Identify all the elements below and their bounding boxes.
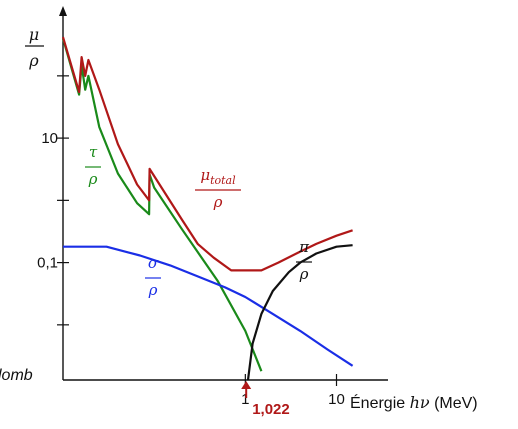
series-line-sigma — [63, 245, 354, 367]
series-label-tau: τρ — [85, 143, 101, 188]
side-label: lomb — [0, 367, 33, 384]
x-axis-title-var: hν — [410, 393, 430, 412]
y-tick-label: 10 — [41, 130, 58, 147]
y-axis-title-den: ρ — [28, 51, 39, 70]
x-tick-label: 10 — [328, 391, 345, 408]
series-label-den: ρ — [88, 170, 98, 188]
series-label-num: μtotal — [200, 166, 236, 187]
y-axis-title: μ ρ — [25, 25, 44, 70]
y-axis-arrow — [59, 6, 67, 16]
x-axis-title-prefix: Énergie — [350, 393, 410, 412]
series — [61, 36, 354, 381]
series-label-sub: total — [210, 174, 236, 187]
series-label-mu: μtotal ρ — [195, 166, 241, 211]
threshold-marker: 1,022 — [241, 381, 290, 418]
threshold-label: 1,022 — [252, 401, 290, 418]
x-axis-title: Énergie hν (MeV) — [350, 393, 478, 412]
y-axis-title-num: μ — [29, 25, 39, 44]
threshold-arrow-head — [241, 381, 252, 389]
axes — [59, 6, 388, 381]
y-tick-label: 0,1 — [37, 255, 58, 272]
series-label-den: ρ — [213, 193, 223, 211]
series-label-num: σ — [148, 254, 159, 272]
series-label-num: τ — [89, 143, 98, 161]
series-label-pi: πρ — [296, 238, 312, 283]
series-line-mu — [61, 36, 353, 272]
series-label-num: π — [298, 238, 310, 256]
series-label-den: ρ — [148, 281, 158, 299]
series-line-tau — [61, 38, 263, 372]
series-line-pi — [246, 244, 353, 381]
series-label-sigma: σρ — [145, 254, 161, 299]
series-label-den: ρ — [299, 265, 309, 283]
x-axis-title-unit: (MeV) — [430, 395, 478, 412]
x-tick-label: 1 — [241, 391, 249, 408]
